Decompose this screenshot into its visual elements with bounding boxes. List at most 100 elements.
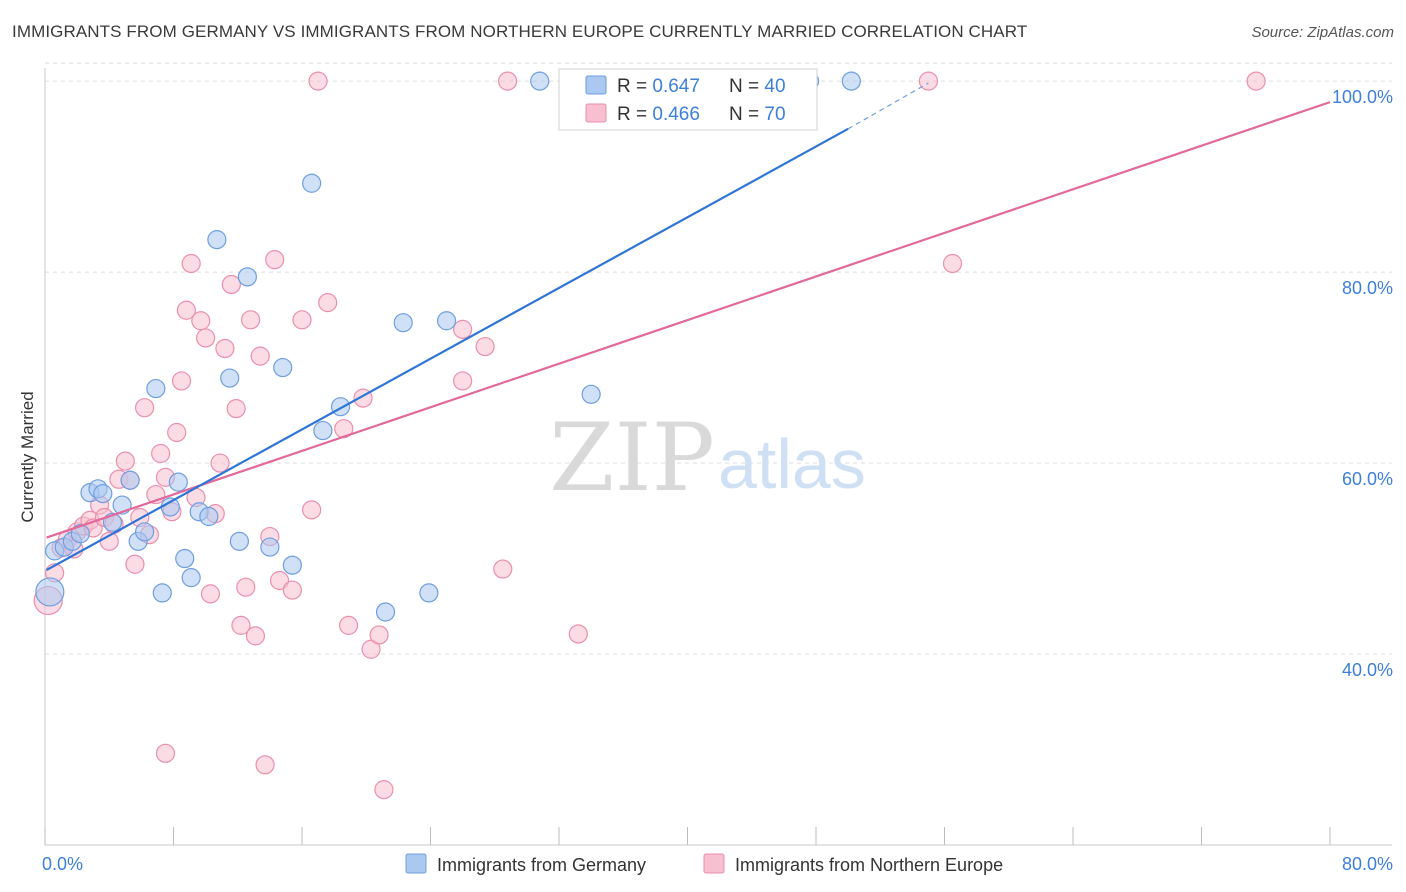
- northern-europe-point: [245, 626, 266, 646]
- northern-europe-point: [374, 780, 394, 800]
- x-tick-labels: 0.0% 80.0%: [42, 854, 1393, 874]
- watermark-atlas: atlas: [718, 425, 866, 503]
- gridlines: [45, 62, 1392, 655]
- northern-europe-point: [241, 310, 261, 330]
- germany-point: [530, 71, 550, 91]
- y-tick-label: 100.0%: [1332, 87, 1393, 107]
- y-axis-label: Currently Married: [18, 391, 37, 522]
- germany-point: [375, 602, 396, 622]
- northern-europe-point: [302, 500, 322, 520]
- northern-europe-point: [493, 559, 513, 579]
- svg-text:R = 0.466: R = 0.466: [617, 104, 700, 125]
- germany-point: [273, 357, 293, 378]
- northern-europe-point: [250, 346, 270, 366]
- series-legend: Immigrants from Germany Immigrants from …: [405, 853, 1003, 875]
- germany-point: [152, 583, 172, 603]
- northern-europe-point: [115, 451, 135, 471]
- legend-germany-r-value: 0.647: [652, 76, 700, 97]
- northern-europe-point: [318, 293, 338, 313]
- legend-north-n-label: N =: [729, 104, 764, 125]
- northern-europe-point: [255, 755, 275, 775]
- bottom-legend-north-label: Immigrants from Northern Europe: [735, 855, 1003, 875]
- germany-point: [181, 568, 201, 588]
- y-tick-label: 80.0%: [1342, 278, 1393, 298]
- northern-europe-point: [226, 399, 246, 419]
- northern-europe-point: [151, 443, 171, 464]
- x-tick-label: 80.0%: [1342, 854, 1393, 874]
- trend-line-germany-extension: [847, 82, 929, 130]
- germany-point: [581, 384, 601, 404]
- northern-europe-point: [125, 554, 145, 574]
- northern-europe-point: [369, 625, 389, 645]
- axes: [44, 68, 1392, 846]
- germany-point: [93, 484, 113, 504]
- northern-europe-point: [1246, 71, 1266, 91]
- northern-europe-point: [210, 453, 230, 473]
- northern-europe-point: [282, 580, 302, 600]
- legend-north-r-value: 0.466: [652, 104, 700, 125]
- svg-text:N = 70: N = 70: [729, 104, 786, 125]
- northern-europe-point: [338, 615, 359, 635]
- northern-europe-point: [171, 371, 192, 391]
- bottom-legend-germany-label: Immigrants from Germany: [437, 855, 646, 875]
- northern-europe-point: [236, 577, 256, 597]
- germany-point: [229, 531, 249, 551]
- northern-europe-point: [155, 743, 176, 763]
- northern-europe-point: [221, 274, 241, 295]
- germany-point: [393, 313, 413, 333]
- northern-europe-point: [191, 311, 211, 331]
- northern-europe-point: [308, 71, 328, 91]
- bottom-legend-swatch-northern-europe: [703, 853, 725, 874]
- germany-point: [302, 173, 322, 193]
- northern-europe-point: [176, 300, 196, 320]
- northern-europe-point: [200, 584, 221, 604]
- germany-point: [168, 472, 188, 492]
- germany-point: [436, 311, 457, 331]
- northern-europe-point: [453, 371, 473, 391]
- northern-europe-point: [918, 71, 939, 91]
- germany-point: [237, 267, 257, 287]
- germany-point: [199, 506, 219, 527]
- legend-north-r-label: R =: [617, 104, 652, 125]
- northern-europe-point: [568, 624, 588, 644]
- legend-germany-n-label: N =: [729, 76, 764, 97]
- germany-point: [35, 577, 65, 607]
- northern-europe-point: [134, 398, 155, 418]
- northern-europe-point: [181, 253, 201, 274]
- germany-point: [841, 71, 861, 91]
- correlation-legend: R = 0.647 N = 40 R = 0.466 N = 70: [558, 68, 818, 131]
- germany-point: [313, 420, 333, 441]
- germany-point: [260, 537, 280, 557]
- watermark-zip: ZIP: [549, 404, 715, 513]
- legend-germany-r-label: R =: [617, 76, 652, 97]
- northern-europe-point: [231, 615, 251, 635]
- legend-swatch-germany: [585, 75, 607, 95]
- northern-europe-point: [292, 310, 312, 330]
- series-germany-points: [35, 71, 861, 622]
- trend-line-germany: [46, 127, 849, 571]
- legend-swatch-northern-europe: [585, 103, 607, 123]
- source-attribution: Source: ZipAtlas.com: [1251, 24, 1394, 41]
- germany-point: [419, 583, 439, 603]
- y-tick-label: 60.0%: [1342, 469, 1393, 489]
- legend-north-n-value: 70: [764, 104, 785, 125]
- northern-europe-point: [196, 328, 216, 348]
- germany-point: [207, 230, 227, 250]
- svg-text:N = 40: N = 40: [729, 76, 786, 97]
- germany-point: [146, 378, 166, 399]
- northern-europe-point: [265, 250, 285, 270]
- y-tick-label: 40.0%: [1342, 660, 1393, 680]
- northern-europe-point: [475, 336, 495, 357]
- northern-europe-point: [269, 570, 290, 591]
- northern-europe-point: [453, 319, 473, 339]
- germany-point: [70, 524, 90, 544]
- chart-title: IMMIGRANTS FROM GERMANY VS IMMIGRANTS FR…: [12, 22, 1028, 41]
- trend-lines: [46, 82, 1331, 571]
- watermark: ZIP atlas: [549, 404, 866, 513]
- northern-europe-point: [942, 253, 963, 274]
- northern-europe-point: [498, 71, 518, 91]
- northern-europe-point: [167, 422, 187, 443]
- svg-text:R = 0.647: R = 0.647: [617, 76, 700, 97]
- germany-point: [330, 397, 351, 417]
